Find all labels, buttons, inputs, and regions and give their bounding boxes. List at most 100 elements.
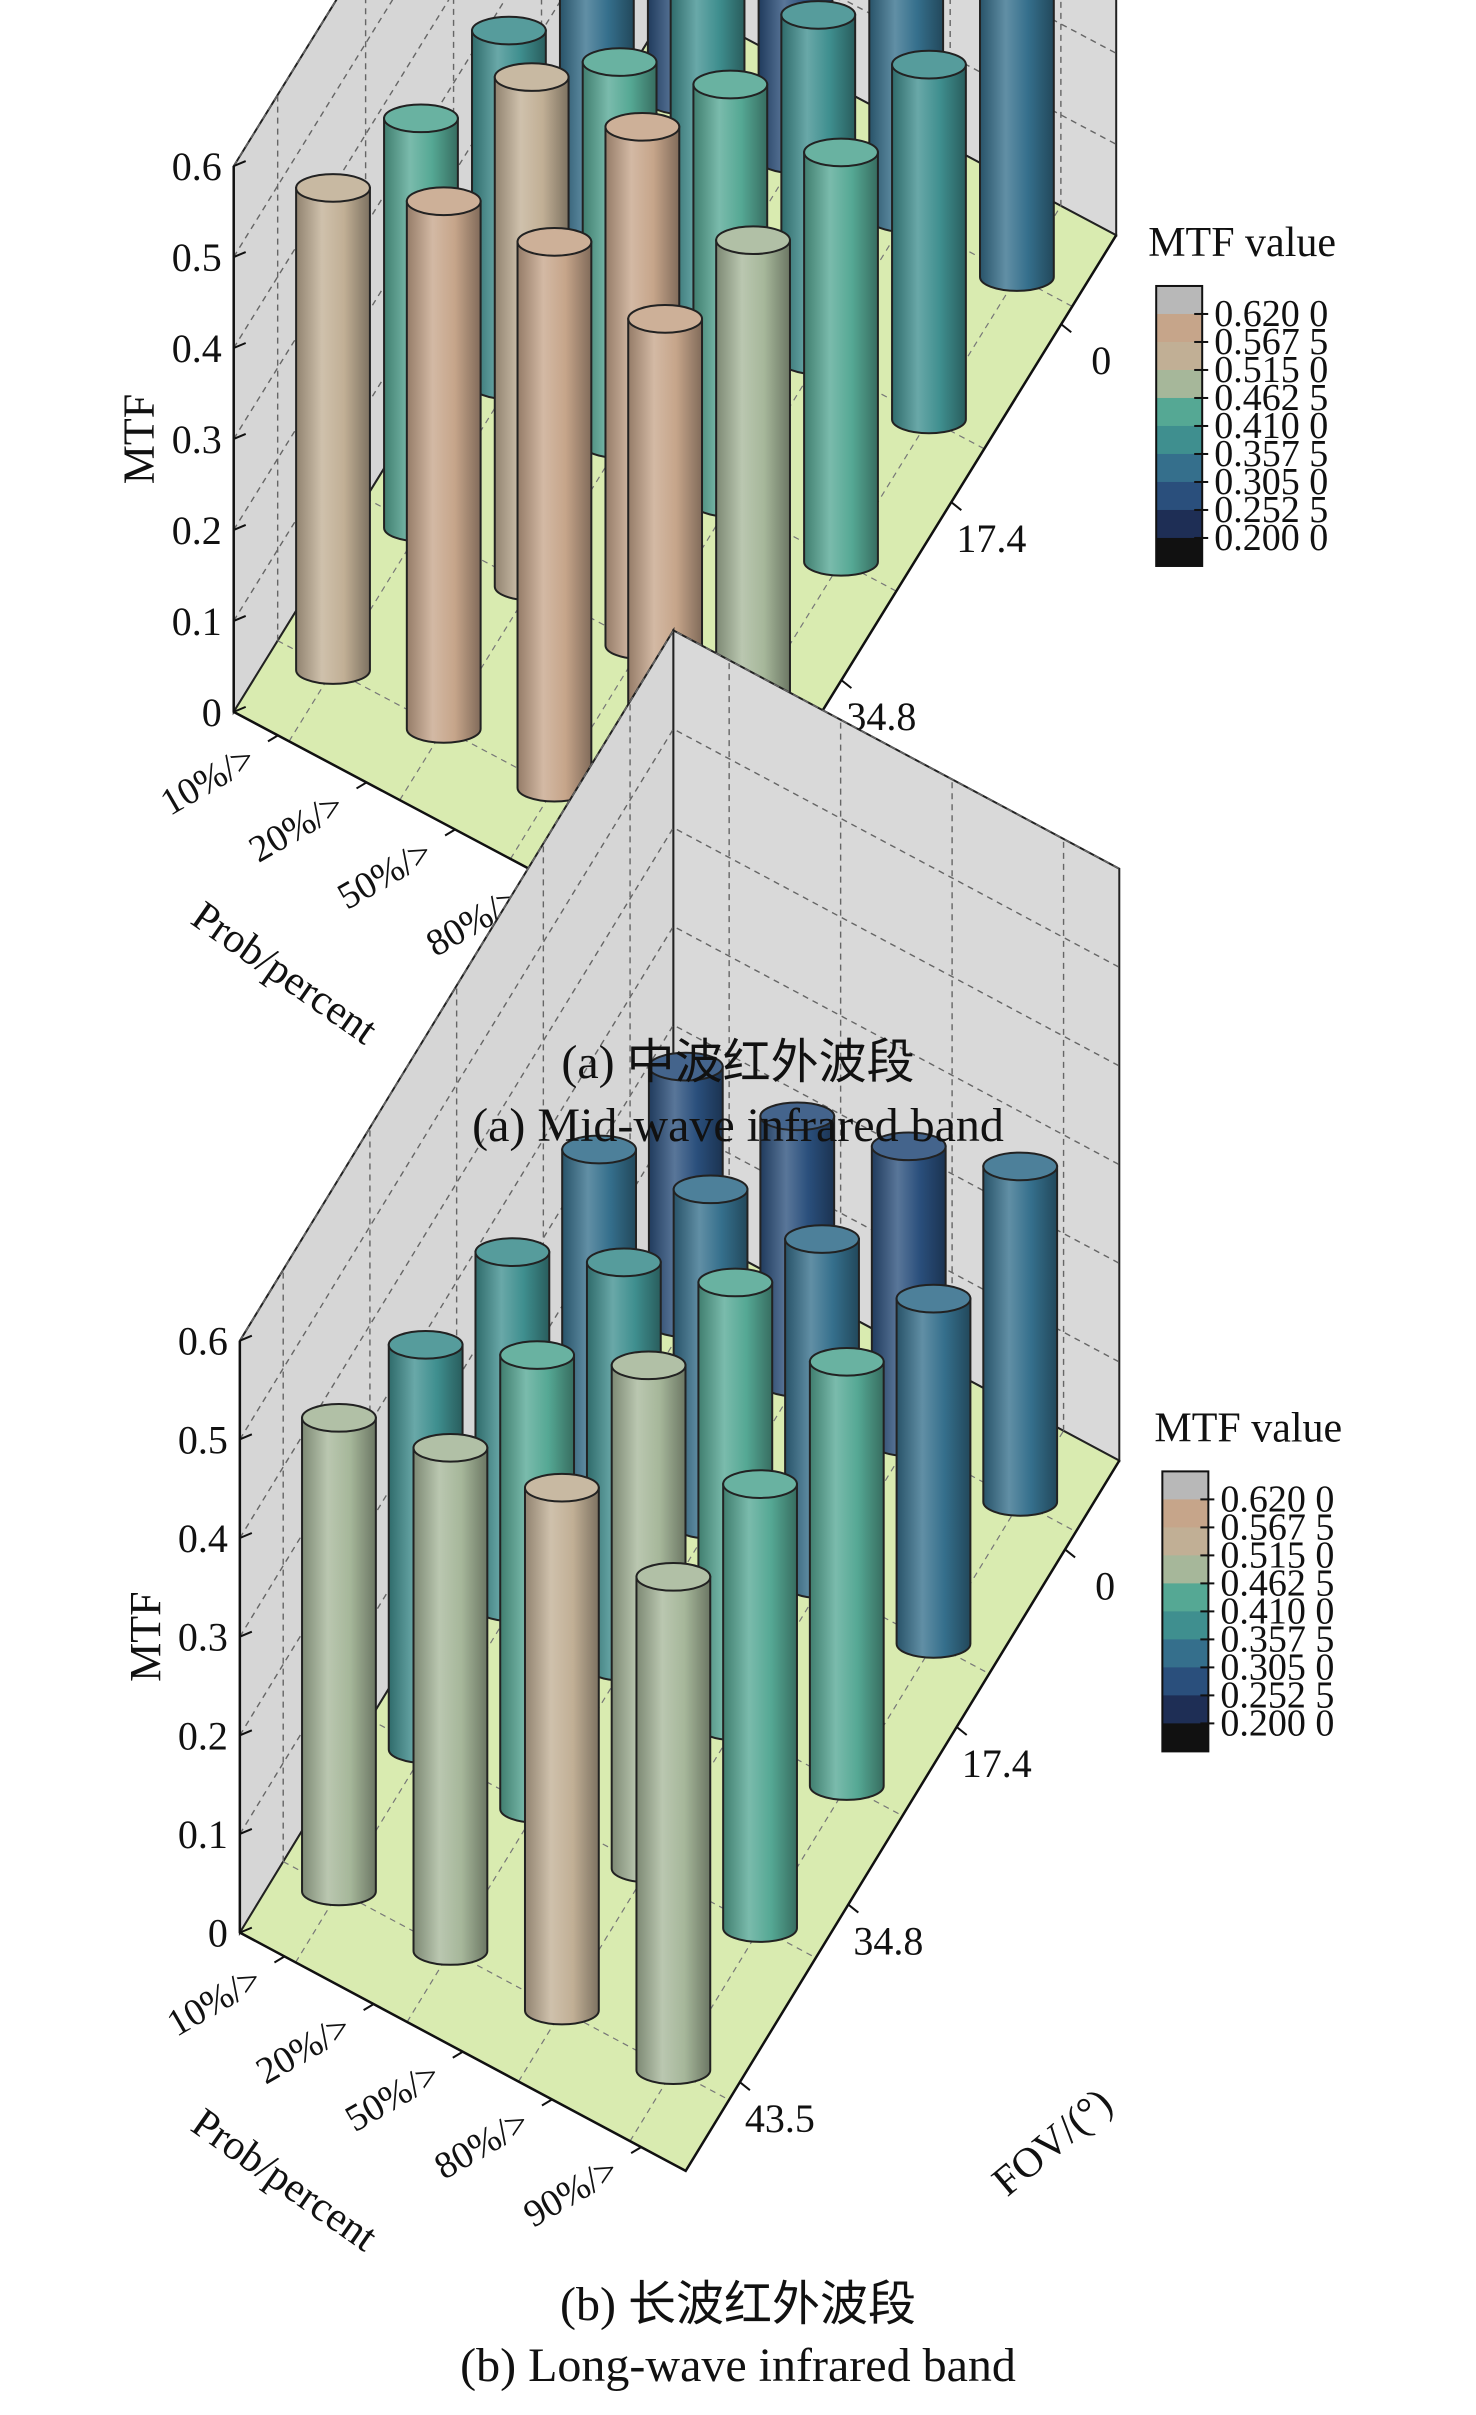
colorbar-level-label: 0.357 5 [1214,433,1328,475]
colorbar-level-label: 0.252 5 [1214,489,1328,531]
fov-tick-label: 43.5 [745,2096,815,2141]
colorbar-level-label: 0.515 0 [1214,349,1328,391]
bar-top-cap [499,1340,576,1370]
bar-top-cap [627,304,704,334]
fov-axis-label: FOV/(°) [984,2080,1121,2206]
bar-top-cap [715,225,791,256]
colorbar-band [1162,1499,1209,1528]
colorbar-level-label: 0.305 0 [1214,461,1328,503]
z-tick [239,1532,253,1539]
fov-tick [1064,1548,1076,1559]
bar-top-cap [870,1131,947,1162]
bar-top-cap [295,173,371,203]
floor-grid-fov [629,1430,1065,2142]
prob-tick-label: 10%/> [153,737,262,824]
fov-tick [950,501,962,511]
z-tick [239,1334,253,1342]
prob-tick [267,734,279,743]
bar-top-cap [780,0,857,30]
bar-top-cap [784,1224,860,1254]
colorbar-level-label: 0.200 0 [1220,1702,1334,1744]
chart-panel-long-wave: 00.10.20.30.40.50.6MTF10%/>20%/>50%/>80%… [121,626,1342,2261]
bar-top-cap [604,111,681,142]
colorbar-band [1156,397,1203,427]
z-tick-label: 0.2 [178,1713,228,1758]
z-tick-label: 0.4 [178,1516,228,1561]
bar-top-cap [647,1051,724,1082]
bar-top-cap [808,1346,885,1377]
caption-b-cn: (b) 长波红外波段 [560,2278,916,2331]
bar-top-cap [982,1151,1059,1182]
colorbar-band [1156,481,1203,511]
z-tick-label: 0.4 [172,326,222,371]
z-tick-label: 0.1 [172,599,222,644]
bar-50pct-fov-43.5 [808,1360,885,1801]
colorbar-band [1162,1527,1209,1556]
bar-top-cap [301,1403,377,1433]
colorbar-band [1156,537,1203,567]
prob-tick-label: 50%/> [331,831,440,918]
z-tick [239,1926,253,1934]
colorbar-band [1162,1639,1209,1668]
bar-80pct-fov-43.5 [891,63,967,435]
bar-top-cap [387,1330,464,1360]
z-tick [239,1729,253,1737]
bar-top-cap [471,15,547,46]
bar-top-cap [722,1469,798,1499]
bar-top-cap [493,62,570,92]
prob-tick [452,2050,464,2059]
grid-line-z [239,1122,1120,1835]
colorbar-level-label: 0.252 5 [1220,1674,1334,1716]
grid-line-z [239,925,1120,1638]
bar-top-cap [759,1101,836,1132]
z-tick [239,1433,253,1441]
grid-line-z [233,0,1117,531]
fov-tick-label: 17.4 [956,516,1026,561]
prob-tick [630,2146,642,2154]
z-tick [233,160,247,167]
prob-tick-label: 90%/> [517,2149,626,2236]
z-tick-label: 0.3 [172,417,222,462]
colorbar-band [1162,1471,1209,1500]
bar-top-cap [610,1350,687,1381]
bar-top-cap [692,69,769,100]
prob-tick [363,2003,375,2011]
colorbar-band [1162,1611,1209,1640]
bar-10pct-fov-17.4 [412,1446,489,1966]
prob-tick-label: 80%/> [427,2101,536,2188]
z-tick-label: 0.6 [178,1319,228,1364]
bar-20pct-fov-43.5 [722,1483,798,1943]
colorbar-level-label: 0.462 5 [1220,1562,1334,1604]
colorbar-band [1162,1723,1209,1752]
bar-10pct-fov-0 [295,186,371,685]
colorbar-level-label: 0.620 0 [1220,1478,1334,1520]
fov-tick-label: 17.4 [962,1741,1032,1786]
fov-tick-label: 0 [1091,338,1111,383]
colorbar-level-label: 0.357 5 [1220,1618,1334,1660]
caption-a-cn: (a) 中波红外波段 [561,1036,915,1089]
bar-top-cap [561,1134,637,1165]
z-tick [239,1828,253,1835]
bar-90pct-fov-43.5 [982,1165,1059,1517]
caption-b-en: (b) Long-wave infrared band [460,2339,1016,2392]
colorbar-level-label: 0.567 5 [1220,1506,1334,1548]
bar-10pct-fov-34.8 [523,1486,600,2026]
colorbar-level-label: 0.200 0 [1214,517,1328,559]
bar-top-cap [581,47,658,77]
z-tick-label: 0.5 [172,235,222,280]
bar-10pct-fov-43.5 [635,1575,712,2085]
colorbar-level-label: 0.410 0 [1220,1590,1334,1632]
colorbar-level-label: 0.567 5 [1214,321,1328,363]
fov-tick [847,1903,859,1914]
z-tick [233,614,247,622]
z-tick-label: 0.1 [178,1812,228,1857]
grid-line-z [233,0,450,349]
bar-top-cap [516,227,593,257]
bar-90pct-fov-43.5 [979,0,1055,292]
grid-line-z [239,826,1120,1539]
prob-tick-label: 10%/> [160,1958,269,2045]
bar-top-cap [672,1174,749,1205]
colorbar-level-label: 0.462 5 [1214,377,1328,419]
z-tick [233,342,247,349]
prob-tick-label: 50%/> [338,2053,447,2140]
